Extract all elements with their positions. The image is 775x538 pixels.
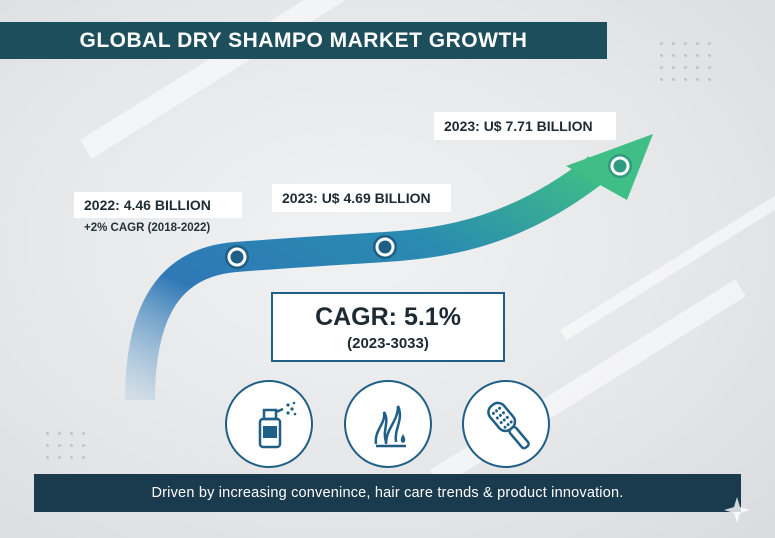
cagr-period: (2023-3033)	[347, 335, 429, 352]
data-label-2022: 2022: 4.46 BILLION	[74, 192, 242, 218]
spray-can-icon	[225, 380, 313, 468]
footer-text: Driven by increasing convenince, hair ca…	[151, 485, 624, 501]
data-label-2022-note: +2% CAGR (2018-2022)	[84, 222, 211, 234]
decor-dots	[46, 432, 106, 462]
data-label-2023-forecast: 2023: U$ 7.71 BILLION	[434, 112, 616, 140]
data-point-marker	[225, 245, 249, 269]
data-label-text: 2023: U$ 4.69 BILLION	[282, 190, 431, 206]
data-point-marker	[608, 154, 632, 178]
hair-drop-icon	[344, 380, 432, 468]
cagr-box: CAGR: 5.1% (2023-3033)	[271, 292, 505, 362]
data-point-marker	[373, 235, 397, 259]
footer-banner: Driven by increasing convenince, hair ca…	[34, 474, 741, 512]
title-banner: GLOBAL DRY SHAMPO MARKET GROWTH	[0, 22, 607, 59]
cagr-value: CAGR: 5.1%	[315, 303, 461, 331]
data-label-text: 2022: 4.46 BILLION	[84, 197, 211, 213]
data-label-text: 2023: U$ 7.71 BILLION	[444, 118, 593, 134]
hair-brush-icon	[462, 380, 550, 468]
page-title: GLOBAL DRY SHAMPO MARKET GROWTH	[79, 28, 528, 52]
data-label-2023: 2023: U$ 4.69 BILLION	[272, 184, 451, 212]
sparkle-icon	[724, 497, 750, 523]
decor-dots	[660, 42, 740, 102]
